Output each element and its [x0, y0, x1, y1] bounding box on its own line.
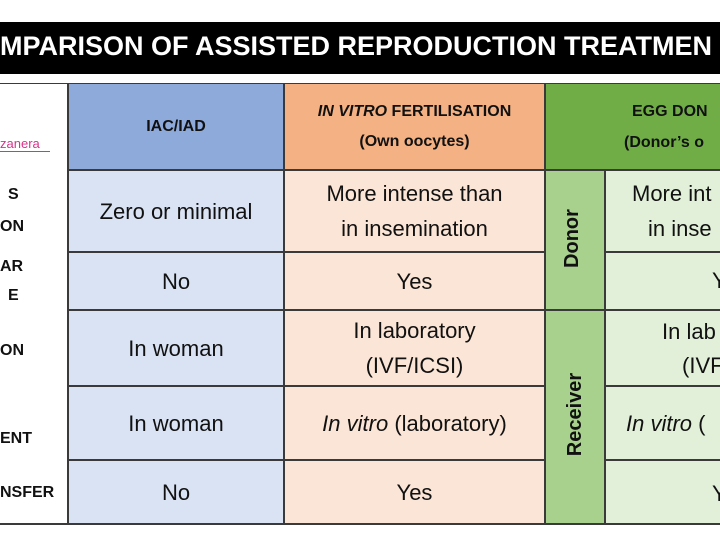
cell-text: in inse: [648, 216, 712, 241]
row-label: ENT: [0, 430, 32, 447]
header-text: FERTILISATION: [391, 102, 512, 120]
cell-text: More intense than: [326, 181, 503, 206]
header-text: IAC/IAD: [146, 117, 206, 135]
header-text: EGG DON: [632, 103, 708, 120]
header-text: (Donor’s o: [624, 134, 704, 151]
cell: Y: [606, 461, 720, 523]
cell: Zero or minimal: [69, 171, 283, 251]
logo: zanera: [0, 136, 50, 152]
cell-text: In lab: [662, 319, 716, 344]
row-label: E: [8, 287, 19, 304]
cell: In woman: [69, 311, 283, 385]
cell: In woman: [69, 387, 283, 459]
cell-text: In woman: [128, 335, 224, 361]
cell-text: in insemination: [341, 216, 488, 241]
cell: No: [69, 253, 283, 309]
cell: In laboratory (IVF/ICSI): [285, 311, 544, 385]
row-label: S: [8, 186, 19, 203]
cell-text: In vitro: [322, 410, 389, 436]
cell-text: (laboratory): [394, 410, 507, 436]
cell-text: More int: [632, 181, 712, 206]
cell-text: In woman: [128, 410, 224, 436]
cell: In vitro (: [606, 387, 720, 459]
cell: More intense than in insemination: [285, 171, 544, 251]
row-label: ON: [0, 218, 24, 235]
cell-text: (: [698, 411, 706, 436]
cell: Yes: [285, 253, 544, 309]
cell-text: (IVF/ICSI): [365, 353, 464, 378]
cell-text: Yes: [396, 479, 433, 505]
label-column: zanera S ON AR E ON ENT NSFER: [0, 84, 67, 523]
title: MPARISON OF ASSISTED REPRODUCTION TREATM…: [0, 31, 713, 61]
cell: Yes: [285, 461, 544, 523]
cell-text: Zero or minimal: [99, 198, 253, 224]
group-label: Donor: [560, 209, 583, 268]
cell: More int in inse: [606, 171, 720, 251]
row-label: ON: [0, 342, 24, 359]
group-label: Receiver: [564, 372, 587, 457]
cell-text: In laboratory: [353, 318, 476, 343]
header-cell: EGG DON (Donor’s o: [546, 84, 720, 169]
cell: No: [69, 461, 283, 523]
group-cell: Donor: [546, 171, 604, 309]
cell: In vitro (laboratory): [285, 387, 544, 459]
cell-text: In vitro: [626, 411, 693, 436]
cell-text: Yes: [396, 268, 433, 294]
cell-text: Y: [712, 481, 720, 506]
header-text: IN VITRO: [317, 102, 388, 120]
header-text: (Own oocytes): [359, 132, 470, 150]
group-cell: Receiver: [546, 311, 604, 523]
cell-text: Y: [712, 268, 720, 293]
row-label: AR: [0, 258, 24, 275]
cell: In lab (IVF: [606, 311, 720, 385]
header-cell: IN VITRO FERTILISATION (Own oocytes): [285, 84, 544, 169]
cell-text: No: [161, 479, 191, 505]
cell-text: No: [161, 268, 191, 294]
header-cell: IAC/IAD: [69, 84, 283, 169]
cell: Y: [606, 253, 720, 309]
cell-text: (IVF: [682, 353, 720, 378]
row-label: NSFER: [0, 484, 55, 501]
title-bar: MPARISON OF ASSISTED REPRODUCTION TREATM…: [0, 22, 720, 74]
